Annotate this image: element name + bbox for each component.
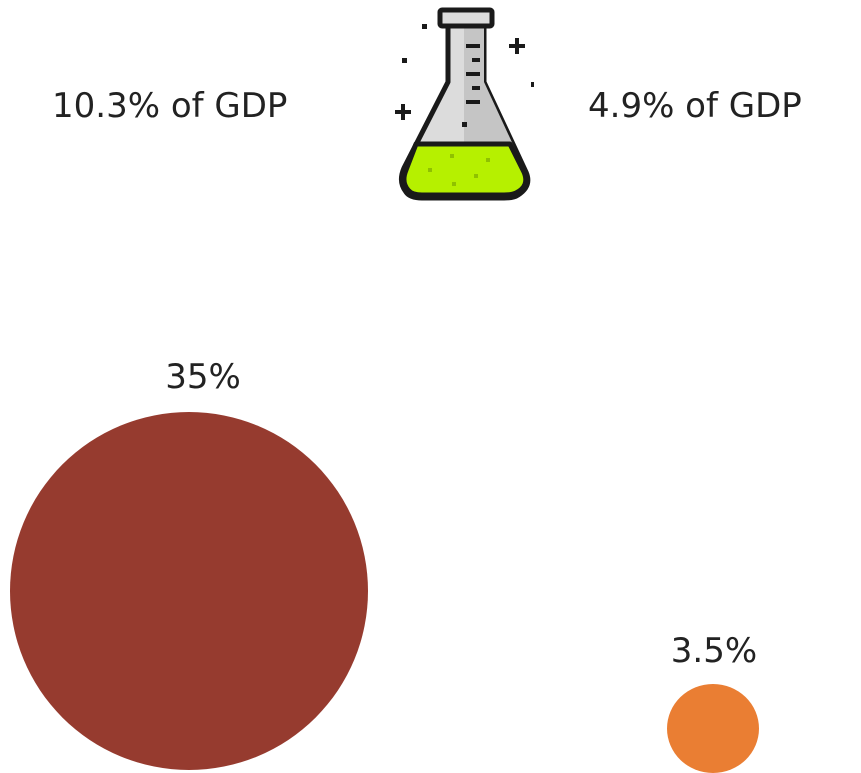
left-gdp-stat: 10.3% of GDP [52,86,288,126]
large-bubble [10,412,368,770]
small-bubble [667,684,759,773]
flask-icon [395,7,534,201]
right-gdp-stat: 4.9% of GDP [588,86,802,126]
small-bubble-label: 3.5% [670,631,758,671]
large-bubble-label: 35% [165,357,241,397]
